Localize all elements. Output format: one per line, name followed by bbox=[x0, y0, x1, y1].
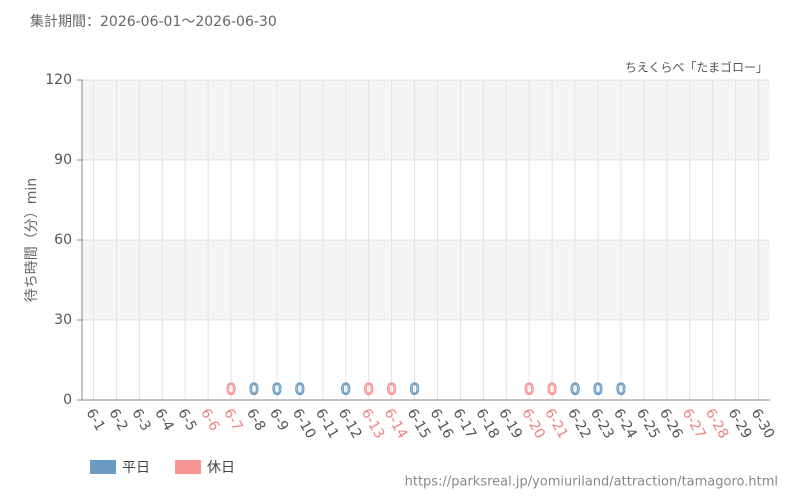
x-tick-label: 6-20 bbox=[518, 406, 548, 442]
data-label: 0 bbox=[295, 380, 305, 399]
chart-title: 集計期間：2026-06-01～2026-06-30 bbox=[30, 13, 277, 30]
legend-swatch bbox=[175, 460, 201, 474]
x-tick-label: 6-14 bbox=[381, 406, 411, 442]
x-tick-label: 6-8 bbox=[243, 406, 268, 434]
grid-band bbox=[82, 80, 770, 160]
x-tick-label: 6-30 bbox=[748, 406, 778, 442]
x-tick-label: 6-11 bbox=[312, 406, 342, 442]
x-tick-label: 6-27 bbox=[679, 406, 709, 442]
legend-label: 休日 bbox=[207, 460, 235, 476]
data-label: 0 bbox=[226, 380, 236, 399]
x-tick-label: 6-16 bbox=[427, 406, 457, 442]
x-tick-label: 6-13 bbox=[358, 406, 388, 442]
data-label: 0 bbox=[272, 380, 282, 399]
x-tick-label: 6-10 bbox=[289, 406, 319, 442]
x-tick-label: 6-19 bbox=[495, 406, 525, 442]
x-tick-label: 6-17 bbox=[449, 406, 479, 442]
x-tick-label: 6-9 bbox=[266, 406, 291, 434]
x-tick-label: 6-23 bbox=[587, 406, 617, 442]
data-label: 0 bbox=[524, 380, 534, 399]
y-tick-label: 90 bbox=[54, 152, 72, 168]
y-tick-label: 60 bbox=[54, 232, 72, 248]
x-tick-label: 6-1 bbox=[83, 406, 108, 434]
x-tick-label: 6-18 bbox=[472, 406, 502, 442]
y-tick-label: 120 bbox=[45, 72, 72, 88]
x-tick-label: 6-28 bbox=[702, 406, 732, 442]
chart-subtitle: ちえくらべ「たまゴロー」 bbox=[625, 60, 768, 75]
data-label: 0 bbox=[570, 380, 580, 399]
y-tick-label: 0 bbox=[63, 392, 72, 408]
x-tick-label: 6-25 bbox=[633, 406, 663, 442]
data-label: 0 bbox=[387, 380, 397, 399]
x-tick-label: 6-3 bbox=[128, 406, 153, 434]
x-tick-label: 6-15 bbox=[404, 406, 434, 442]
x-tick-label: 6-4 bbox=[151, 406, 176, 434]
legend-swatch bbox=[90, 460, 116, 474]
source-url: https://parksreal.jp/yomiuriland/attract… bbox=[405, 475, 778, 490]
data-label: 0 bbox=[409, 380, 419, 399]
x-tick-label: 6-24 bbox=[610, 406, 640, 442]
grid-band bbox=[82, 240, 770, 320]
data-label: 0 bbox=[547, 380, 557, 399]
x-tick-label: 6-6 bbox=[197, 406, 222, 434]
x-tick-label: 6-5 bbox=[174, 406, 199, 434]
legend-label: 平日 bbox=[122, 460, 150, 476]
y-tick-label: 30 bbox=[54, 312, 72, 328]
x-tick-label: 6-21 bbox=[541, 406, 571, 442]
x-tick-label: 6-22 bbox=[564, 406, 594, 442]
data-label: 0 bbox=[593, 380, 603, 399]
data-label: 0 bbox=[249, 380, 259, 399]
data-label: 0 bbox=[364, 380, 374, 399]
y-axis-label: 待ち時間（分）min bbox=[24, 178, 40, 302]
x-tick-label: 6-29 bbox=[725, 406, 755, 442]
data-label: 0 bbox=[341, 380, 351, 399]
x-tick-label: 6-7 bbox=[220, 406, 245, 434]
x-tick-label: 6-2 bbox=[105, 406, 130, 434]
x-tick-label: 6-26 bbox=[656, 406, 686, 442]
x-tick-label: 6-12 bbox=[335, 406, 365, 442]
data-label: 0 bbox=[616, 380, 626, 399]
